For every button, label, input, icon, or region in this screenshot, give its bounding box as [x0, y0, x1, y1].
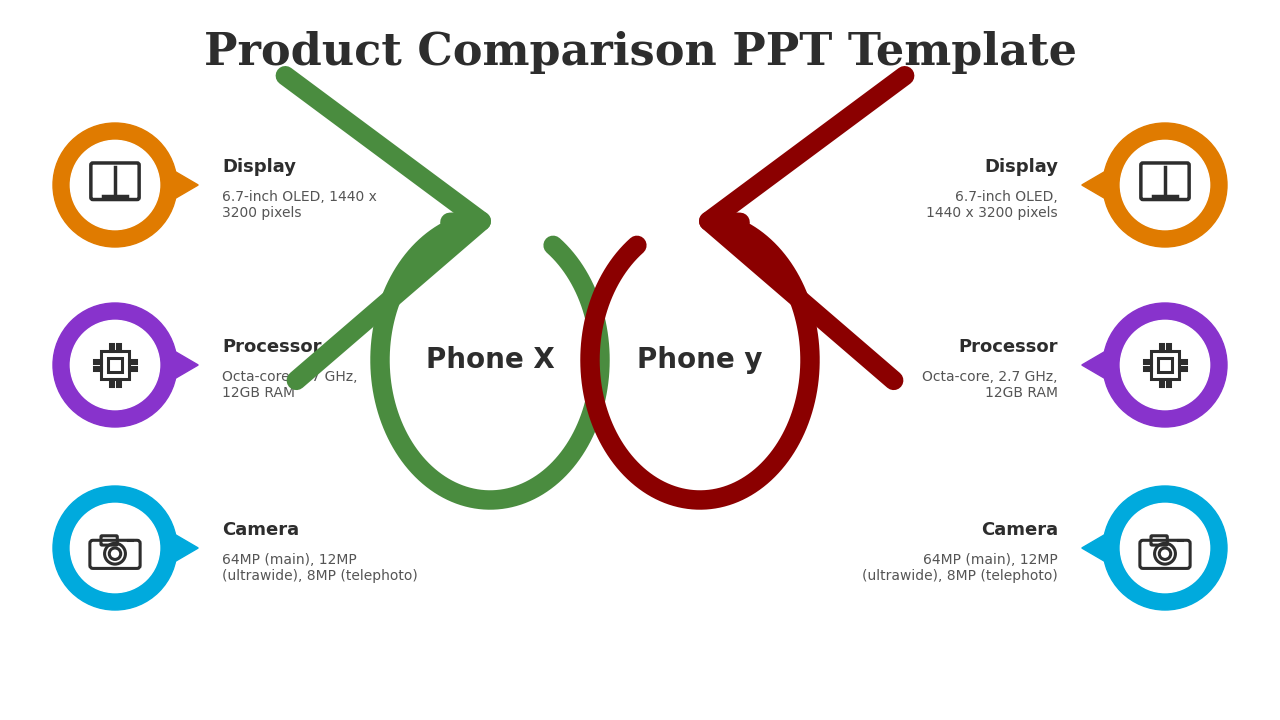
Circle shape [1103, 123, 1228, 247]
Text: Phone X: Phone X [426, 346, 554, 374]
Polygon shape [1082, 168, 1110, 202]
Text: Octa-core, 2.7 GHz,
12GB RAM: Octa-core, 2.7 GHz, 12GB RAM [923, 370, 1059, 400]
Text: Display: Display [221, 158, 296, 176]
Circle shape [70, 140, 160, 230]
Circle shape [70, 503, 160, 593]
Text: Processor: Processor [221, 338, 321, 356]
Text: Camera: Camera [221, 521, 300, 539]
Text: Camera: Camera [980, 521, 1059, 539]
Polygon shape [1082, 531, 1110, 564]
Bar [1151, 351, 1179, 379]
Text: Product Comparison PPT Template: Product Comparison PPT Template [204, 30, 1076, 73]
Circle shape [52, 486, 177, 610]
Circle shape [52, 123, 177, 247]
Polygon shape [170, 531, 198, 564]
Circle shape [1120, 503, 1210, 593]
Circle shape [1103, 486, 1228, 610]
Bar [101, 351, 129, 379]
Text: Processor: Processor [959, 338, 1059, 356]
Text: Display: Display [984, 158, 1059, 176]
Polygon shape [170, 348, 198, 382]
Circle shape [70, 320, 160, 410]
Bar [1157, 358, 1172, 372]
Circle shape [52, 303, 177, 427]
Circle shape [1120, 140, 1210, 230]
Circle shape [1103, 303, 1228, 427]
Text: 6.7-inch OLED, 1440 x
3200 pixels: 6.7-inch OLED, 1440 x 3200 pixels [221, 190, 376, 220]
Text: Octa-core, 2.7 GHz,
12GB RAM: Octa-core, 2.7 GHz, 12GB RAM [221, 370, 357, 400]
Circle shape [1120, 320, 1210, 410]
Text: Phone y: Phone y [637, 346, 763, 374]
Polygon shape [1082, 348, 1110, 382]
Polygon shape [170, 168, 198, 202]
Text: 6.7-inch OLED,
1440 x 3200 pixels: 6.7-inch OLED, 1440 x 3200 pixels [927, 190, 1059, 220]
Text: 64MP (main), 12MP
(ultrawide), 8MP (telephoto): 64MP (main), 12MP (ultrawide), 8MP (tele… [221, 553, 417, 583]
Text: 64MP (main), 12MP
(ultrawide), 8MP (telephoto): 64MP (main), 12MP (ultrawide), 8MP (tele… [863, 553, 1059, 583]
Bar [108, 358, 123, 372]
